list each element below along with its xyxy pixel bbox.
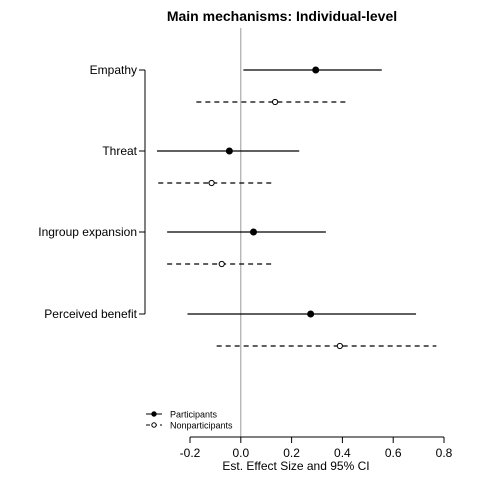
legend-marker [151,411,157,417]
point-estimate [312,66,320,74]
y-tick-label: Ingroup expansion [38,225,137,239]
point-estimate [271,98,279,106]
x-tick-label: -0.2 [180,446,201,460]
x-axis-label: Est. Effect Size and 95% CI [222,459,369,473]
plot-area: Empathy Threat Ingroup expansion Perceived … [38,28,453,460]
y-tick-label: Threat [102,144,137,158]
legend-marker [151,422,157,428]
point-estimate [307,310,315,318]
point-estimate [225,147,233,155]
x-tick-label: 0.4 [334,446,351,460]
legend-label: Nonparticipants [170,421,233,431]
legend-label: Participants [170,410,218,420]
x-tick-label: 0.8 [436,446,453,460]
y-tick-label: Perceived benefit [44,307,137,321]
point-estimate [218,260,225,268]
x-tick-label: 0.6 [385,446,402,460]
chart-title: Main mechanisms: Individual-level [167,8,397,24]
x-tick-label: 0.2 [283,446,300,460]
x-tick-label: 0.0 [232,446,249,460]
point-estimate [336,342,343,350]
point-estimate [208,179,215,187]
y-tick-label: Empathy [90,63,137,77]
point-estimate [250,228,257,236]
